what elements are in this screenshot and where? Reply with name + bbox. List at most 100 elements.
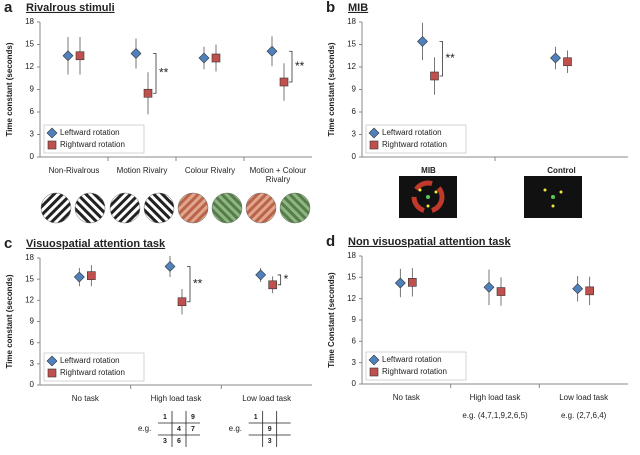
y-tick-label: 0 (30, 380, 35, 389)
y-tick-label: 6 (30, 338, 35, 347)
x-tick-label-box: Motion Rivalry (117, 166, 168, 175)
square-marker (47, 368, 57, 378)
legend-label: Rightward rotation (382, 367, 447, 376)
significance-label: * (284, 272, 289, 286)
legend-label: Rightward rotation (382, 140, 447, 149)
significance-bracket (187, 266, 191, 303)
diamond-marker (483, 281, 495, 293)
panel-letter: b (326, 0, 335, 16)
x-tick-label: Motion + Colour Rivalry (249, 166, 307, 184)
y-tick-label: 18 (347, 251, 356, 260)
grid-number: 3 (268, 438, 272, 445)
diamond-marker (417, 36, 428, 47)
square-marker (177, 297, 187, 307)
square-marker (87, 271, 96, 280)
image-label: MIB (421, 166, 436, 175)
y-tick-label: 3 (30, 130, 35, 139)
grid-number: 3 (163, 438, 167, 445)
panel-letter: a (4, 0, 13, 16)
square-marker (47, 140, 57, 150)
diamond-marker (164, 261, 176, 272)
square-marker (75, 51, 85, 61)
y-axis-label: Time Constant (seconds) (327, 272, 336, 368)
diamond-marker (368, 127, 380, 139)
y-tick-label: 15 (25, 40, 34, 49)
diamond-marker (62, 50, 74, 62)
x-tick-label-box: Low load task (559, 393, 609, 402)
diamond-marker (394, 277, 406, 289)
diamond-marker (46, 355, 58, 367)
x-tick-label-box: Motion + Colour Rivalry (249, 166, 307, 184)
legend-label: Leftward rotation (60, 128, 120, 137)
grid-number: 9 (191, 414, 195, 421)
y-tick-label: 9 (30, 317, 35, 326)
grid-number: 4 (177, 426, 181, 433)
square-marker (430, 71, 439, 81)
diamond-marker (198, 52, 210, 64)
y-tick-label: 0 (30, 152, 35, 161)
y-tick-label: 9 (352, 315, 357, 324)
y-tick-label: 6 (352, 107, 357, 116)
example-prefix: e.g. (138, 424, 151, 433)
y-tick-label: 0 (352, 379, 357, 388)
legend-box (43, 124, 145, 154)
panel-title: Rivalrous stimuli (26, 2, 115, 14)
x-tick-label-box: High load task (470, 393, 521, 402)
panel-letter: d (326, 233, 335, 250)
legend-label: Rightward rotation (60, 368, 125, 377)
y-tick-label: 12 (347, 62, 356, 71)
square-marker (369, 367, 379, 377)
y-axis-label: Time constant (seconds) (327, 42, 336, 136)
y-tick-label: 15 (347, 272, 356, 281)
x-tick-label: No task (71, 394, 99, 403)
panel-title: Non visuospatial attention task (348, 236, 511, 248)
diamond-marker (130, 48, 142, 59)
panel-letter: c (4, 235, 12, 252)
significance-label: ** (446, 51, 456, 65)
legend-label: Leftward rotation (382, 128, 442, 137)
x-tick-label: Non-Rivalrous (48, 166, 100, 175)
y-tick-label: 12 (347, 294, 356, 303)
diamond-marker (550, 52, 561, 64)
x-tick-label-box: Non-Rivalrous (48, 166, 100, 175)
significance-label: ** (193, 276, 203, 290)
y-tick-label: 6 (30, 107, 35, 116)
y-tick-label: 3 (30, 359, 35, 368)
legend-label: Rightward rotation (60, 140, 125, 149)
diamond-marker (255, 269, 267, 281)
x-tick-label: Low load task (559, 393, 609, 402)
y-axis-label: Time constant (seconds) (5, 42, 14, 136)
grid-number: 7 (191, 426, 195, 433)
grid-number: 1 (254, 414, 258, 421)
stimulus-images (40, 192, 311, 224)
y-axis-label: Time constant (seconds) (5, 274, 14, 368)
legend-label: Leftward rotation (382, 355, 442, 364)
significance-bracket (439, 41, 443, 77)
mib-images (399, 176, 582, 218)
y-tick-label: 6 (352, 336, 357, 345)
y-tick-label: 0 (352, 152, 357, 161)
y-tick-label: 15 (347, 40, 356, 49)
square-marker (369, 140, 379, 150)
example-prefix: e.g. (229, 424, 242, 433)
square-marker (268, 280, 277, 290)
x-tick-label: No task (392, 393, 420, 402)
x-tick-label: High load task (150, 394, 202, 403)
panel-title: Visuospatial attention task (26, 238, 166, 250)
square-marker (496, 287, 506, 296)
y-tick-label: 15 (25, 274, 34, 283)
x-tick-label: Colour Rivalry (184, 166, 236, 175)
y-tick-label: 12 (25, 295, 34, 304)
significance-label: ** (295, 59, 305, 73)
diamond-marker (572, 283, 584, 295)
significance-label: ** (159, 66, 169, 80)
example-note: e.g. (4,7,1,9,2,6,5) (462, 411, 528, 420)
significance-bracket (153, 53, 157, 94)
y-tick-label: 3 (352, 358, 357, 367)
square-marker (408, 278, 417, 287)
image-label: Control (547, 166, 575, 175)
square-marker (143, 88, 153, 98)
significance-bracket (289, 50, 293, 83)
y-tick-label: 18 (25, 17, 34, 26)
